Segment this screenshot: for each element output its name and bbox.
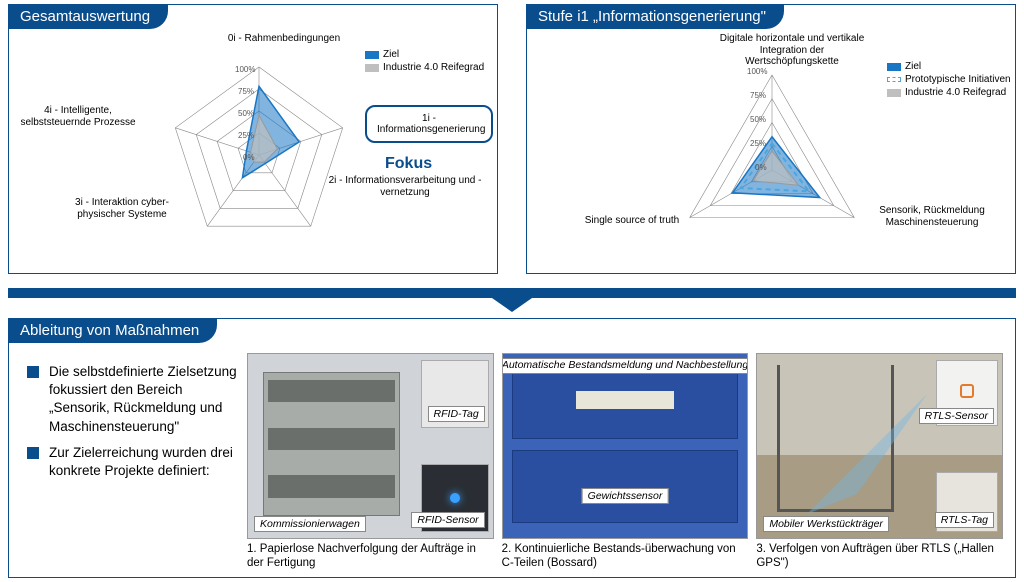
legend-item: Industrie 4.0 Reifegrad	[365, 62, 484, 73]
tick: 25%	[238, 131, 254, 140]
img-label: Kommissionierwagen	[254, 516, 366, 532]
flow-arrow	[8, 284, 1016, 312]
project-caption: 2. Kontinuierliche Bestands-überwachung …	[502, 543, 749, 571]
img-label: RTLS-Sensor	[919, 408, 994, 424]
axis-label: Single source of truth	[567, 215, 697, 227]
img-label: Automatische Bestandsmeldung und Nachbes…	[502, 358, 749, 374]
img-label: Mobiler Werkstückträger	[763, 516, 889, 532]
project-image: Automatische Bestandsmeldung und Nachbes…	[502, 353, 749, 539]
axis-label: 3i - Interaktion cyber-physischer System…	[57, 197, 187, 220]
fokus-highlight: 1i - Informationsgenerierung	[365, 105, 493, 143]
tick: 100%	[235, 65, 255, 74]
img-label: RFID-Sensor	[411, 512, 484, 528]
bullet-list: Die selbstdefinierte Zielsetzung fokussi…	[17, 353, 243, 573]
legend-item: Ziel	[887, 61, 1011, 72]
panel-stufe-i1: Stufe i1 „Informationsgenerierung" Digit…	[526, 4, 1016, 274]
bullet-item: Zur Zielerreichung wurden drei konkrete …	[27, 444, 237, 480]
tick: 75%	[238, 87, 254, 96]
bullet-item: Die selbstdefinierte Zielsetzung fokussi…	[27, 363, 237, 436]
project-2: Automatische Bestandsmeldung und Nachbes…	[502, 353, 749, 573]
panel-title: Stufe i1 „Informationsgenerierung"	[526, 4, 784, 29]
axis-label: 0i - Rahmenbedingungen	[204, 33, 364, 45]
axis-label: 2i - Informationsverarbeitung und -verne…	[325, 175, 485, 198]
tick: 75%	[750, 91, 766, 100]
tick: 100%	[747, 67, 767, 76]
tick: 50%	[750, 115, 766, 124]
legend-item: Prototypische Initiativen	[887, 74, 1011, 85]
img-label: Gewichtssensor	[582, 488, 669, 504]
radar-chart-right	[642, 45, 902, 265]
project-image: Ubisense Mobiler Werkstückträger RTLS-Se…	[756, 353, 1003, 539]
legend-left: Ziel Industrie 4.0 Reifegrad	[365, 49, 484, 75]
legend-item: Industrie 4.0 Reifegrad	[887, 87, 1011, 98]
axis-label: Sensorik, Rückmeldung Maschinensteuerung	[857, 205, 1007, 228]
legend-right: Ziel Prototypische Initiativen Industrie…	[887, 61, 1011, 100]
project-image: Kommissionierwagen RFID-Tag RFID-Sensor	[247, 353, 494, 539]
img-label: RTLS-Tag	[935, 512, 994, 528]
panel-title: Gesamtauswertung	[8, 4, 168, 29]
radar-chart-left	[129, 35, 389, 265]
tick: 0%	[243, 153, 255, 162]
legend-item: Ziel	[365, 49, 484, 60]
tick: 50%	[238, 109, 254, 118]
project-caption: 1. Papierlose Nachverfolgung der Aufträg…	[247, 543, 494, 571]
tick: 25%	[750, 139, 766, 148]
highlight-cone	[757, 354, 1002, 538]
img-label: RFID-Tag	[428, 406, 485, 422]
panel-gesamtauswertung: Gesamtauswertung 0i - Rahmenbedingungen …	[8, 4, 498, 274]
fokus-text: Fokus	[385, 155, 432, 173]
axis-label: Digitale horizontale und vertikale Integ…	[712, 33, 872, 68]
project-3: Ubisense Mobiler Werkstückträger RTLS-Se…	[756, 353, 1003, 573]
axis-label: 4i - Intelligente, selbststeuernde Proze…	[13, 105, 143, 128]
axis-label: 1i - Informationsgenerierung	[377, 113, 481, 135]
project-1: Kommissionierwagen RFID-Tag RFID-Sensor …	[247, 353, 494, 573]
tick: 0%	[755, 163, 767, 172]
panel-title: Ableitung von Maßnahmen	[8, 318, 217, 343]
project-caption: 3. Verfolgen von Aufträgen über RTLS („H…	[756, 543, 1003, 571]
panel-massnahmen: Ableitung von Maßnahmen Die selbstdefini…	[8, 318, 1016, 578]
